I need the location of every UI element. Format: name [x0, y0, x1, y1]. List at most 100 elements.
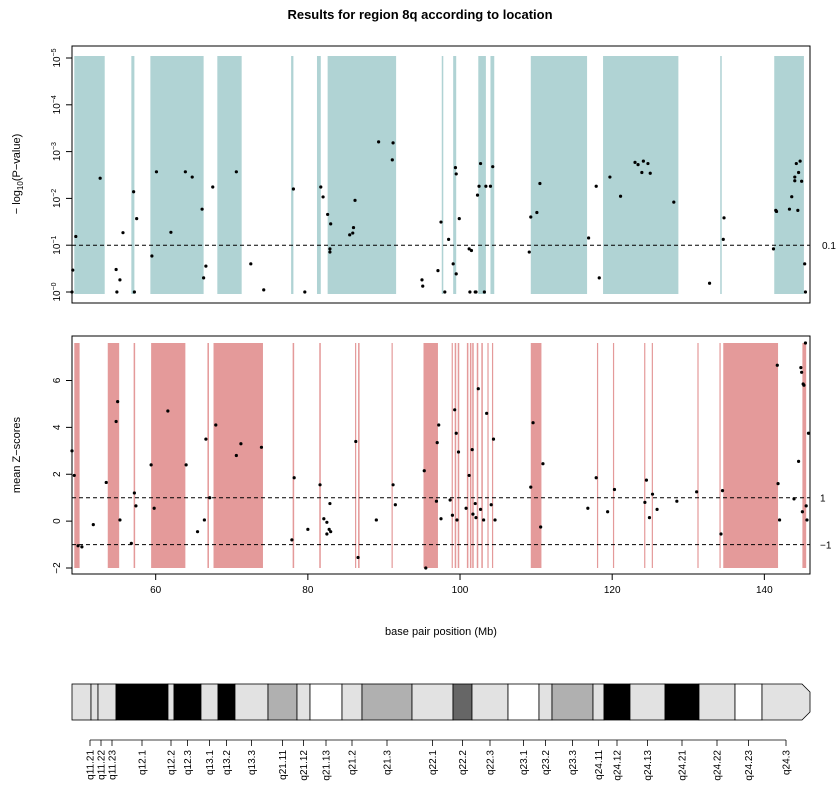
p1-shaded-region	[150, 56, 204, 294]
ideogram-band	[761, 683, 811, 721]
p2-shaded-region	[476, 343, 479, 568]
p1-shaded-region	[490, 56, 495, 294]
p2-shaded-region	[491, 343, 494, 568]
band-label: q21.3	[383, 750, 394, 775]
p2-y-tick-label: 2	[52, 471, 63, 477]
band-label: q21.13	[322, 750, 333, 781]
p2-point	[134, 504, 138, 508]
band-label: q24.11	[594, 750, 605, 780]
p2-shaded-region	[466, 343, 469, 568]
p2-point	[493, 518, 497, 522]
band-labels: q11.21 q11.22 q11.23 q12.1 q12.2 q12.3 q13.1 q1…	[86, 739, 793, 781]
p1-y-axis: 10−5 10−4 10−3 10−2 10−1 10−0	[51, 48, 73, 302]
p1-y-tick-label: 10−4	[51, 95, 63, 114]
p1-point	[132, 290, 136, 294]
ideogram-band	[341, 683, 363, 721]
p2-point	[675, 499, 679, 503]
p2-point	[325, 520, 329, 524]
p2-shaded-region	[612, 343, 615, 568]
p2-shaded-region	[723, 343, 779, 568]
p1-point	[118, 278, 122, 282]
p1-point	[597, 276, 601, 280]
p2-point	[328, 501, 332, 506]
p2-point	[132, 491, 136, 495]
band-label: q21.11	[278, 750, 289, 780]
x-tick-label: 100	[452, 585, 469, 596]
p1-shaded-region	[217, 56, 242, 294]
p2-point	[195, 530, 200, 534]
p2-point	[655, 507, 659, 512]
p2-point	[72, 473, 76, 478]
p1-point	[436, 269, 440, 273]
p1-y-label: − log10(P−value)	[11, 134, 25, 214]
p1-y-tick-label: 10−3	[51, 142, 63, 161]
p1-point	[798, 159, 802, 163]
ideogram-band	[664, 683, 700, 721]
p2-shaded-region	[697, 343, 699, 568]
p1-point	[636, 163, 640, 167]
band-label: q13.1	[205, 750, 216, 775]
p2-point	[776, 482, 780, 486]
band-label: q13.3	[247, 750, 258, 775]
p2-shaded-region	[292, 343, 295, 568]
p2-point	[448, 498, 452, 502]
p2-shaded-region	[530, 343, 542, 568]
p2-point	[800, 510, 804, 514]
band-label: q22.3	[486, 750, 497, 775]
ideogram-band	[507, 683, 540, 721]
p1-shaded-region	[316, 56, 321, 294]
ideogram-band	[629, 683, 666, 721]
p1-shaded-region	[530, 56, 588, 294]
p2-point	[239, 442, 243, 446]
p2-y-axis: −2 0 2 4 6	[52, 377, 73, 574]
p1-shaded-region	[478, 56, 486, 294]
p1-point	[594, 184, 598, 188]
ideogram-band	[234, 683, 269, 721]
p1-y-tick-label: 10−5	[51, 48, 63, 67]
p1-point	[421, 284, 425, 288]
chromosome-ideogram	[71, 683, 811, 721]
p2-point	[594, 476, 598, 480]
p2-point	[453, 408, 457, 412]
p1-point	[249, 262, 253, 266]
p2-point	[118, 518, 122, 522]
p2-point	[292, 476, 296, 480]
p1-point	[234, 170, 238, 174]
p2-shaded-region	[451, 343, 453, 568]
p1-point	[796, 170, 801, 175]
p2-point	[202, 518, 206, 522]
p2-point	[149, 463, 153, 467]
p2-point	[439, 517, 443, 521]
p2-shaded-regions	[74, 343, 807, 568]
band-label: q24.22	[713, 750, 724, 781]
p1-point	[114, 267, 118, 272]
p2-point	[467, 473, 471, 478]
p1-point	[169, 230, 173, 234]
p2-point	[539, 525, 543, 529]
p1-point	[74, 234, 78, 239]
p2-point	[476, 387, 480, 391]
p2-point	[804, 504, 808, 508]
p1-point	[98, 176, 102, 180]
p2-point	[482, 518, 486, 522]
band-label: q12.3	[183, 750, 194, 775]
p2-point	[800, 370, 804, 374]
p1-point	[722, 216, 726, 220]
ideogram-band	[698, 683, 736, 721]
ideogram-band	[217, 683, 236, 721]
p2-shaded-region	[472, 343, 474, 568]
p2-point	[474, 516, 478, 520]
ideogram-band	[361, 683, 413, 721]
p1-point	[200, 207, 204, 211]
p2-point	[214, 423, 218, 427]
p1-point	[796, 208, 800, 212]
p2-shaded-region	[151, 343, 186, 568]
p1-point	[467, 247, 471, 251]
p1-point	[478, 161, 483, 166]
p1-point	[771, 247, 776, 251]
p1-y-tick-label: 10−0	[51, 282, 63, 301]
p1-shaded-region	[603, 56, 679, 294]
p2-point	[290, 538, 294, 542]
p2-point	[491, 437, 496, 441]
p2-shaded-region	[719, 343, 721, 568]
